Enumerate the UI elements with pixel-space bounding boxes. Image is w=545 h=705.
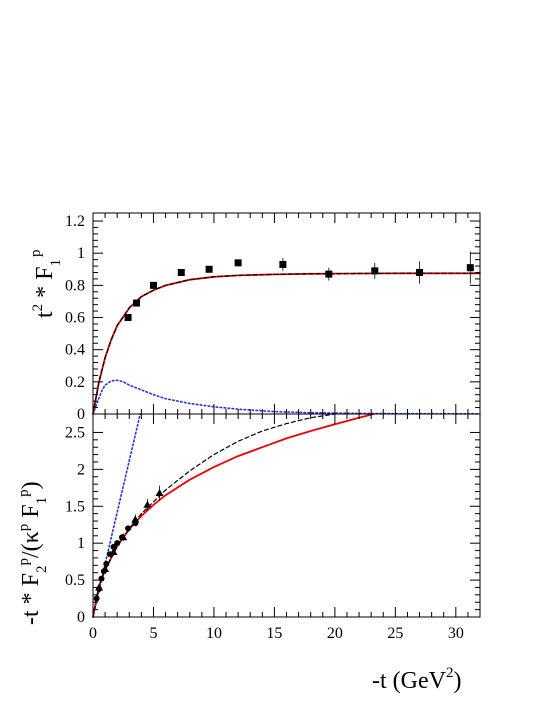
- data-point-circle: [132, 520, 139, 527]
- top-data-points: [124, 251, 474, 322]
- data-point-circle: [98, 575, 105, 582]
- data-point-circle: [93, 595, 100, 602]
- y-tick-label: 0.2: [65, 374, 85, 391]
- data-point-square: [279, 260, 287, 268]
- y-tick-label: 1.2: [65, 213, 85, 230]
- x-axis-title: -t (GeV2): [372, 665, 461, 694]
- bottom-axes: 0 0.5 1 1.5 2 2.5 0 5 10 15 20 25 30: [65, 413, 481, 642]
- y-tick-label: 0: [77, 406, 85, 423]
- bot-plot-frame: [92, 413, 481, 618]
- data-point-circle: [96, 585, 103, 592]
- data-point-circle: [110, 543, 117, 550]
- bottom-y-axis-title: -t * F2p/(κp F1p): [16, 481, 50, 625]
- bot-curve-dashed: [92, 413, 336, 618]
- y-tick-label: 1.5: [65, 498, 85, 515]
- data-point-square: [416, 268, 424, 276]
- data-point-square: [234, 259, 242, 267]
- x-tick-label: 25: [387, 625, 403, 642]
- x-tick-label: 10: [206, 625, 222, 642]
- data-point-circle: [114, 540, 121, 547]
- y-tick-label: 1: [77, 535, 85, 552]
- data-point-circle: [100, 568, 107, 575]
- bottom-panel: 0 0.5 1 1.5 2 2.5 0 5 10 15 20 25 30: [65, 413, 481, 642]
- x-tick-label: 0: [89, 625, 97, 642]
- data-point-circle: [103, 560, 110, 567]
- data-point-square: [124, 314, 132, 322]
- top-curves: [92, 272, 481, 415]
- top-plot-frame: [92, 212, 481, 415]
- y-tick-label: 0.8: [65, 277, 85, 294]
- y-tick-label: 2.5: [65, 424, 85, 441]
- top-y-axis-title: t2 * F1p: [28, 249, 64, 318]
- x-tick-label: 15: [266, 625, 282, 642]
- data-point-circle: [119, 534, 126, 541]
- data-point-square: [205, 265, 213, 273]
- x-tick-label: 30: [448, 625, 464, 642]
- data-point-circle: [106, 551, 113, 558]
- data-point-circle: [125, 525, 132, 532]
- data-point-square: [149, 281, 157, 289]
- y-tick-label: 1: [77, 245, 85, 262]
- top-curve-dashed: [92, 272, 481, 415]
- y-tick-label: 2: [77, 461, 85, 478]
- data-point-triangle: [143, 500, 152, 508]
- x-tick-label: 20: [327, 625, 343, 642]
- y-tick-label: 0.4: [65, 342, 85, 359]
- x-tick-label: 5: [149, 625, 157, 642]
- top-axes: 0 0.2 0.4 0.6 0.8 1 1.2: [65, 212, 481, 423]
- bottom-data-points: [93, 485, 164, 602]
- y-tick-label: 0: [77, 609, 85, 626]
- data-point-triangle: [131, 515, 140, 523]
- data-point-square: [466, 264, 474, 272]
- top-curve-dotted: [92, 379, 481, 415]
- data-point-triangle: [155, 488, 164, 496]
- top-panel: 0 0.2 0.4 0.6 0.8 1 1.2: [65, 212, 481, 423]
- y-tick-label: 0.5: [65, 572, 85, 589]
- data-point-square: [371, 267, 379, 275]
- y-tick-label: 0.6: [65, 310, 85, 327]
- data-point-square: [325, 270, 333, 278]
- data-point-square: [133, 299, 141, 307]
- data-point-square: [177, 268, 185, 276]
